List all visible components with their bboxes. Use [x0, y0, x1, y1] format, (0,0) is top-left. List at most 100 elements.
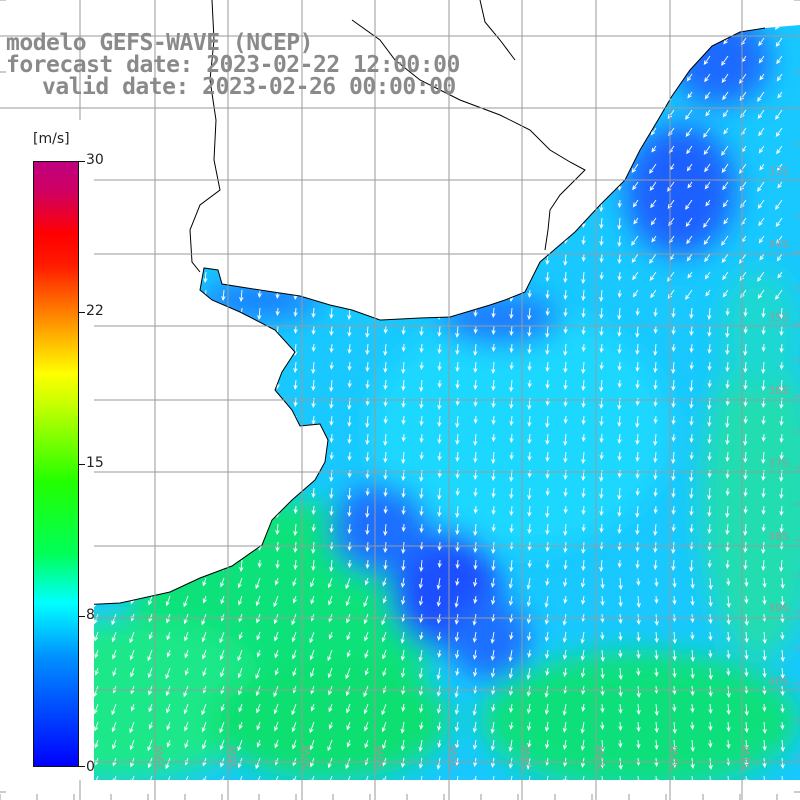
- wind-arrow: [112, 775, 117, 780]
- wind-arrow: [690, 721, 695, 731]
- wind-arrow: [400, 649, 405, 661]
- wind-arrow: [600, 721, 605, 731]
- wind-arrow: [491, 703, 496, 712]
- wind-arrow: [526, 685, 531, 697]
- wind-arrow: [762, 739, 767, 752]
- wind-arrow: [779, 433, 784, 444]
- wind-arrow: [419, 631, 424, 640]
- wind-arrow: [203, 415, 208, 425]
- wind-arrow: [650, 199, 657, 209]
- wind-arrow: [41, 25, 46, 32]
- wind-arrow: [437, 523, 442, 535]
- wind-arrow: [93, 703, 99, 715]
- wind-arrow: [491, 307, 496, 319]
- wind-arrow: [617, 199, 622, 209]
- wind-arrow: [761, 559, 766, 572]
- wind-arrow: [383, 199, 388, 211]
- wind-arrow: [703, 55, 711, 66]
- wind-arrow: [708, 703, 713, 715]
- wind-arrow: [454, 721, 460, 732]
- wind-arrow: [147, 757, 153, 769]
- wind-arrow: [131, 361, 136, 375]
- wind-arrow: [649, 253, 657, 264]
- wind-arrow: [329, 253, 334, 264]
- wind-arrow: [347, 37, 352, 51]
- wind-arrow: [365, 289, 370, 300]
- wind-arrow: [131, 289, 136, 302]
- wind-arrow: [704, 253, 711, 263]
- wind-arrow: [617, 163, 622, 175]
- wind-arrow: [545, 325, 550, 339]
- wind-arrow: [473, 289, 478, 301]
- wind-arrow: [725, 433, 730, 446]
- wind-arrow: [183, 613, 189, 625]
- wind-arrow: [383, 37, 388, 48]
- wind-arrow: [599, 253, 604, 264]
- wind-arrow: [167, 523, 172, 535]
- wind-arrow: [167, 343, 172, 355]
- wind-arrow: [635, 361, 640, 373]
- wind-arrow: [473, 199, 478, 211]
- wind-arrow: [131, 307, 136, 319]
- wind-arrow: [581, 289, 586, 302]
- wind-arrow: [491, 199, 496, 212]
- wind-arrow: [581, 199, 586, 212]
- wind-arrow: [581, 127, 586, 139]
- wind-arrow: [219, 739, 225, 751]
- wind-arrow: [527, 55, 532, 68]
- wind-arrow: [726, 685, 731, 699]
- wind-arrow: [293, 253, 298, 267]
- wind-arrow: [165, 667, 171, 680]
- wind-arrow: [780, 667, 785, 680]
- wind-arrow: [779, 505, 784, 517]
- wind-arrow: [704, 91, 711, 100]
- wind-arrow: [757, 271, 765, 282]
- wind-arrow: [617, 361, 622, 372]
- wind-arrow: [131, 199, 136, 212]
- wind-arrow: [328, 595, 333, 606]
- wind-arrow: [633, 127, 639, 135]
- wind-arrow: [365, 505, 370, 519]
- wind-arrow: [581, 541, 586, 555]
- wind-arrow: [257, 325, 262, 338]
- wind-arrow: [95, 271, 100, 283]
- wind-arrow: [419, 145, 424, 157]
- wind-arrow: [632, 181, 639, 191]
- wind-arrow: [685, 289, 693, 300]
- wind-arrow: [722, 199, 729, 208]
- wind-arrow: [149, 559, 154, 573]
- wind-arrow: [563, 541, 568, 554]
- wind-arrow: [365, 361, 370, 373]
- wind-arrow: [257, 307, 262, 321]
- wind-arrow: [437, 289, 442, 299]
- wind-arrow: [599, 55, 604, 67]
- wind-arrow: [185, 325, 190, 339]
- wind-arrow: [113, 199, 118, 211]
- wind-arrow: [113, 307, 118, 318]
- wind-arrow: [400, 739, 405, 751]
- wind-arrow: [490, 739, 495, 751]
- wind-arrow: [636, 631, 641, 643]
- wind-arrow: [365, 271, 370, 283]
- wind-arrow: [545, 559, 550, 570]
- wind-arrow: [473, 451, 478, 464]
- wind-arrow: [202, 775, 207, 780]
- wind-arrow: [654, 577, 659, 588]
- wind-arrow: [309, 631, 315, 644]
- wind-arrow: [636, 703, 641, 716]
- wind-arrow: [635, 487, 640, 497]
- wind-arrow: [167, 361, 172, 372]
- wind-arrow: [147, 577, 153, 589]
- wind-arrow: [509, 217, 514, 230]
- wind-arrow: [743, 343, 748, 357]
- wind-arrow: [419, 415, 424, 427]
- wind-arrow: [563, 667, 568, 677]
- wind-arrow: [149, 235, 154, 247]
- wind-arrow: [545, 523, 550, 536]
- wind-arrow: [509, 235, 514, 247]
- wind-arrow: [581, 343, 586, 353]
- wind-arrow: [653, 433, 658, 447]
- wind-arrow: [166, 649, 171, 658]
- wind-arrow: [744, 577, 749, 588]
- wind-arrow: [293, 397, 298, 408]
